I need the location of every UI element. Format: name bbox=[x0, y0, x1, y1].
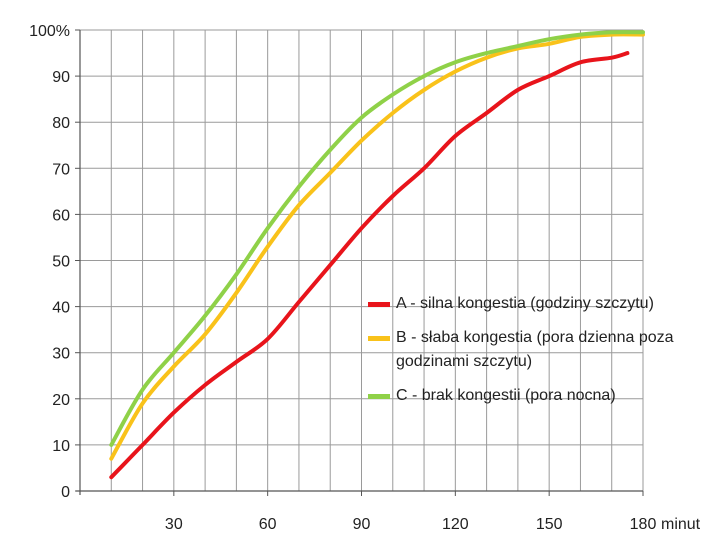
legend-label-c: C - brak kongestii (pora nocna) bbox=[396, 387, 616, 404]
legend-item-a: A - silna kongestia (godziny szczytu) bbox=[368, 292, 688, 316]
legend-label-b: B - słaba kongestia (pora dzienna poza g… bbox=[396, 329, 674, 370]
y-tick-label: 10 bbox=[52, 438, 70, 455]
y-tick-label: 90 bbox=[52, 69, 70, 86]
y-tick-label: 80 bbox=[52, 115, 70, 132]
series-line-c bbox=[109, 30, 645, 447]
y-tick-label: 20 bbox=[52, 392, 70, 409]
legend-swatch-a bbox=[368, 302, 390, 307]
series-line-a bbox=[109, 51, 630, 480]
legend-item-b: B - słaba kongestia (pora dzienna poza g… bbox=[368, 326, 688, 374]
legend-swatch-b bbox=[368, 336, 390, 341]
chart-legend: A - silna kongestia (godziny szczytu) B … bbox=[368, 292, 688, 418]
y-tick-label: 50 bbox=[52, 254, 70, 271]
x-axis-unit-label: minut bbox=[661, 516, 701, 533]
y-tick-label: 60 bbox=[52, 207, 70, 224]
x-tick-label: 60 bbox=[259, 516, 277, 533]
legend-swatch-c bbox=[368, 394, 390, 399]
legend-item-c: C - brak kongestii (pora nocna) bbox=[368, 384, 688, 408]
x-tick-label: 150 bbox=[536, 516, 563, 533]
chart-axes bbox=[75, 29, 644, 496]
x-tick-label: 90 bbox=[353, 516, 371, 533]
x-tick-label: 30 bbox=[165, 516, 183, 533]
y-tick-label: 0 bbox=[61, 484, 70, 501]
x-tick-label: 120 bbox=[442, 516, 469, 533]
series-line-b bbox=[109, 32, 645, 461]
y-tick-label: 30 bbox=[52, 346, 70, 363]
legend-label-a: A - silna kongestia (godziny szczytu) bbox=[396, 295, 654, 312]
x-tick-label: 180 bbox=[630, 516, 657, 533]
chart-tick-labels: 0 10 20 30 40 50 60 70 80 90 100% 30 60 90 120 150 180 mi… bbox=[29, 23, 701, 533]
y-tick-label: 40 bbox=[52, 300, 70, 317]
y-tick-label: 70 bbox=[52, 161, 70, 178]
y-tick-label: 100% bbox=[29, 23, 70, 40]
chart-series bbox=[109, 30, 645, 480]
